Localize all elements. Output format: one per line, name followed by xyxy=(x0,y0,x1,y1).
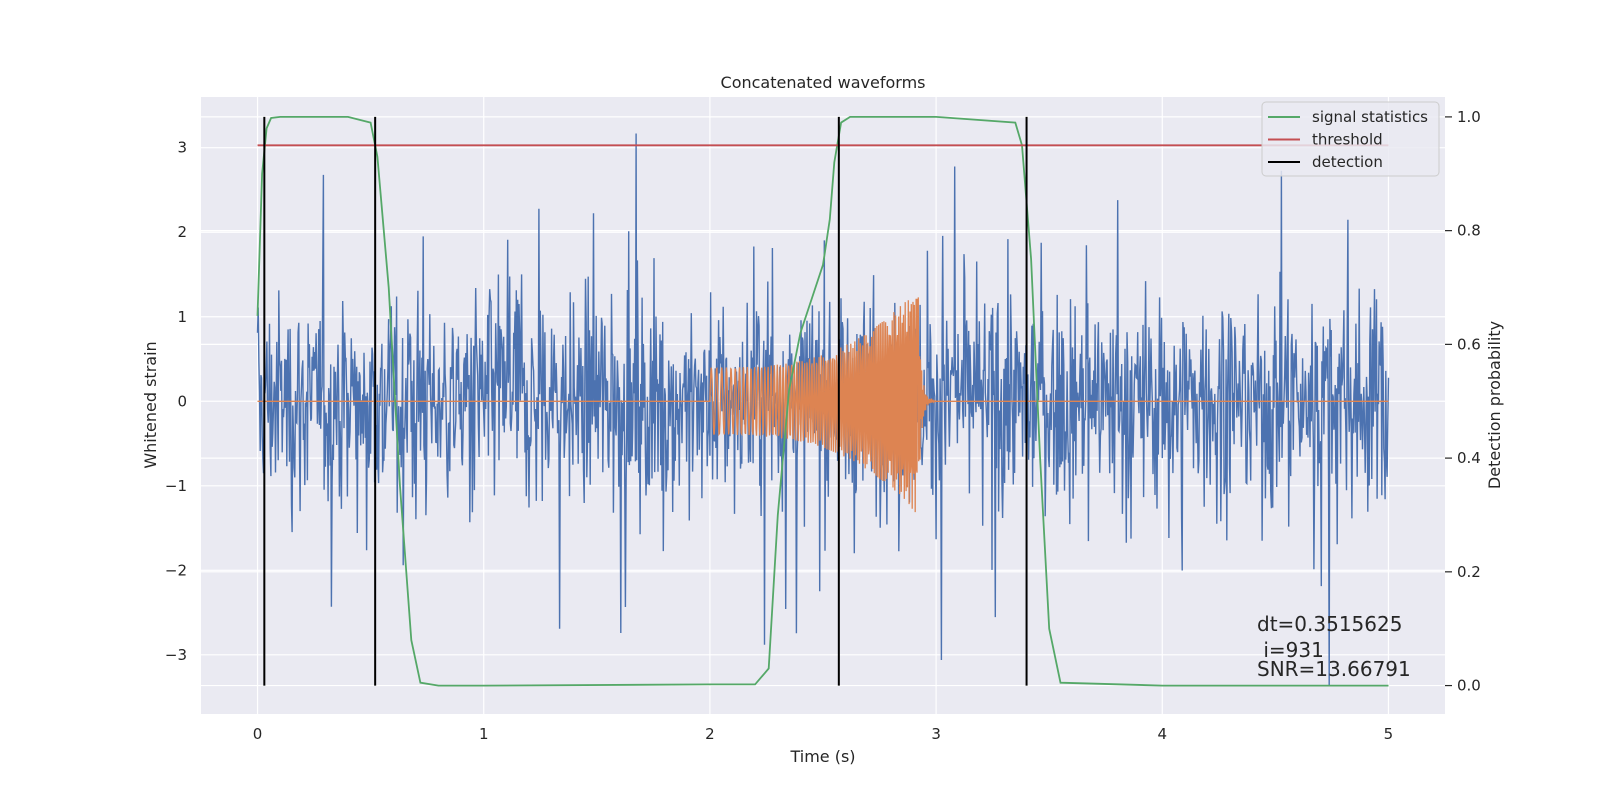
annotation-text: i=931 xyxy=(1257,638,1324,662)
y-tick-label-right: 0.6 xyxy=(1457,335,1481,353)
y-tick-label-left: −1 xyxy=(165,477,187,495)
annotation-text: dt=0.3515625 xyxy=(1257,612,1402,636)
axes: 0 1 2 3 4 5 −3 −2 −1 0 1 2 3 0.0 0.2 0.4 0.6 0.8 1.0 xyxy=(165,108,1481,743)
y-tick-label-left: −3 xyxy=(165,646,187,664)
legend-label: detection xyxy=(1312,153,1383,171)
y-tick-label-right: 0.2 xyxy=(1457,563,1481,581)
y-axis-label-right: Detection probability xyxy=(1485,321,1504,489)
series-whitened-strain xyxy=(256,133,1390,686)
legend: signal statistics threshold detection xyxy=(1261,101,1440,177)
y-tick-label-left: 0 xyxy=(177,392,187,410)
y-tick-label-left: 1 xyxy=(177,308,187,326)
x-tick-label: 4 xyxy=(1157,725,1167,743)
x-axis-label: Time (s) xyxy=(789,747,855,766)
y-tick-label-right: 0.8 xyxy=(1457,222,1481,240)
y-tick-label-left: 2 xyxy=(177,223,187,241)
y-tick-label-left: −2 xyxy=(165,561,187,579)
legend-box xyxy=(1261,101,1440,177)
y-tick-label-left: 3 xyxy=(177,139,187,157)
y-tick-label-right: 1.0 xyxy=(1457,108,1481,126)
legend-label: threshold xyxy=(1312,131,1383,149)
x-tick-label: 3 xyxy=(931,725,941,743)
series-signal-waveform xyxy=(257,297,1389,513)
legend-label: signal statistics xyxy=(1312,108,1428,126)
annotation-text: SNR=13.66791 xyxy=(1257,657,1411,681)
plot-marks xyxy=(256,116,1390,687)
y-tick-label-right: 0.4 xyxy=(1457,449,1481,467)
x-tick-label: 0 xyxy=(253,725,263,743)
chart-title: Concatenated waveforms xyxy=(721,73,926,92)
x-tick-label: 1 xyxy=(479,725,489,743)
x-tick-label: 5 xyxy=(1384,725,1394,743)
y-tick-label-right: 0.0 xyxy=(1457,677,1481,695)
y-axis-label-left: Whitened strain xyxy=(141,341,160,468)
x-tick-label: 2 xyxy=(705,725,715,743)
